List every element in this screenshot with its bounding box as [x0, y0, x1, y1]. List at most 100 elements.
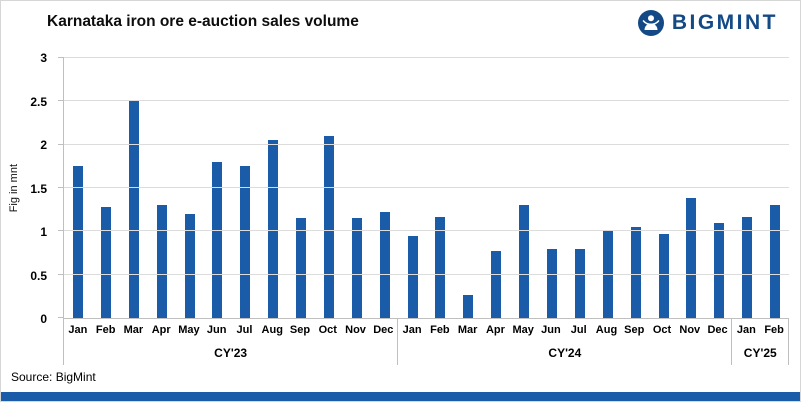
gridline: [64, 100, 789, 102]
month-label: Apr: [151, 324, 171, 336]
bar-cell: [203, 58, 231, 318]
year-group-label: CY'25: [743, 346, 777, 360]
bar-cell: [399, 58, 427, 318]
axis-group-CY'24: Jan Feb Mar Apr May Jun Jul Aug Sep Oct Nov Dec CY'2…: [398, 319, 733, 365]
y-tick-mark: [58, 273, 64, 275]
y-tick-label: 1.5: [30, 181, 47, 196]
bar-cell: [538, 58, 566, 318]
bar-cell: [678, 58, 706, 318]
bigmint-logo: BIGMINT: [637, 9, 778, 37]
y-tick-label: 1: [40, 225, 47, 239]
bar-cell: [343, 58, 371, 318]
bar-cell: [454, 58, 482, 318]
month-label: Jul: [236, 324, 253, 336]
month-label: Oct: [318, 324, 337, 336]
bar-CY'23-Mar: [128, 101, 139, 318]
month-label: Jun: [206, 324, 227, 336]
year-group-label: CY'24: [548, 346, 582, 360]
bar-cell: [427, 58, 455, 318]
bar-CY'24-Feb: [435, 216, 446, 318]
bar-cell: [371, 58, 399, 318]
y-tick-mark: [58, 230, 64, 232]
bar-cell: [64, 58, 92, 318]
bar-cell: [231, 58, 259, 318]
bar-CY'24-Nov: [686, 198, 697, 318]
bar-cell: [92, 58, 120, 318]
gridline: [64, 57, 789, 58]
axis-group-CY'25: Jan Feb CY'25: [732, 319, 789, 365]
gridline: [64, 273, 789, 275]
bar-CY'24-Mar: [463, 294, 474, 318]
bar-CY'23-Dec: [379, 212, 390, 318]
month-label: May: [178, 324, 200, 336]
bar-cell: [315, 58, 343, 318]
plot-area: [58, 57, 789, 319]
month-label: Dec: [373, 324, 394, 336]
month-label: Apr: [485, 324, 505, 336]
bar-CY'25-Feb: [770, 205, 781, 318]
y-tick-mark: [58, 317, 64, 318]
month-label: Nov: [345, 324, 366, 336]
month-label: Dec: [707, 324, 728, 336]
bar-group-CY'25: [733, 58, 789, 318]
bar-CY'24-May: [519, 205, 530, 318]
month-label: Feb: [430, 324, 450, 336]
bar-group-CY'23: [64, 58, 399, 318]
month-label: Mar: [123, 324, 144, 336]
y-tick-mark: [58, 100, 64, 102]
month-label: Jan: [402, 324, 422, 336]
month-label: Feb: [764, 324, 784, 336]
bar-CY'23-Jun: [212, 162, 223, 318]
bar-cell: [482, 58, 510, 318]
bar-cell: [566, 58, 594, 318]
bar-CY'24-Oct: [658, 233, 669, 318]
bar-CY'23-Oct: [323, 136, 334, 318]
bar-cell: [594, 58, 622, 318]
bar-cell: [650, 58, 678, 318]
bar-CY'24-Jul: [574, 248, 585, 318]
x-axis-labels: Jan Feb Mar Apr May Jun Jul Aug Sep Oct Nov Dec CY'2…: [63, 319, 789, 365]
bottom-accent-stripe: [1, 392, 800, 401]
gridline: [64, 143, 789, 145]
gridline: [64, 230, 789, 232]
bar-CY'23-Feb: [100, 207, 111, 318]
bar-CY'23-Jul: [240, 166, 251, 318]
bar-CY'25-Jan: [742, 216, 753, 318]
bar-cell: [761, 58, 789, 318]
month-label: May: [512, 324, 534, 336]
months-row: Jan Feb Mar Apr May Jun Jul Aug Sep Oct Nov Dec: [398, 319, 731, 341]
bars-row: [64, 58, 789, 318]
month-label: Jan: [736, 324, 756, 336]
month-label: Mar: [457, 324, 478, 336]
bar-cell: [148, 58, 176, 318]
bar-CY'23-Nov: [351, 218, 362, 318]
bar-CY'24-Jun: [547, 248, 557, 318]
bar-CY'23-Apr: [156, 205, 167, 318]
y-tick-label: 3: [40, 51, 47, 65]
bar-CY'24-Jan: [407, 235, 418, 318]
months-row: Jan Feb: [732, 319, 788, 341]
month-label: Nov: [679, 324, 701, 336]
page-title: Karnataka iron ore e-auction sales volum…: [47, 13, 359, 30]
axis-group-CY'23: Jan Feb Mar Apr May Jun Jul Aug Sep Oct Nov Dec CY'2…: [63, 319, 399, 365]
month-label: Jan: [68, 324, 88, 336]
bar-CY'24-Apr: [491, 251, 502, 318]
month-label: Oct: [652, 324, 672, 336]
months-row: Jan Feb Mar Apr May Jun Jul Aug Sep Oct Nov Dec: [64, 319, 397, 341]
bar-cell: [510, 58, 538, 318]
gridline: [64, 187, 789, 188]
bar-cell: [705, 58, 733, 318]
bar-CY'23-Sep: [296, 218, 307, 318]
bar-CY'23-Aug: [268, 140, 279, 318]
y-tick-label: 0: [40, 312, 47, 326]
bigmint-logo-text: BIGMINT: [671, 11, 778, 34]
source-note: Source: BigMint: [11, 370, 96, 384]
y-axis-ticks: 0 0.5 1 1.5 2 2.5 3: [1, 52, 57, 325]
month-label: Aug: [595, 324, 618, 336]
y-tick-mark: [58, 187, 64, 188]
month-label: Feb: [95, 324, 116, 336]
y-tick-label: 2.5: [30, 94, 47, 109]
y-tick-mark: [58, 143, 64, 145]
y-tick-mark: [58, 57, 64, 58]
year-group-label: CY'23: [214, 346, 248, 360]
